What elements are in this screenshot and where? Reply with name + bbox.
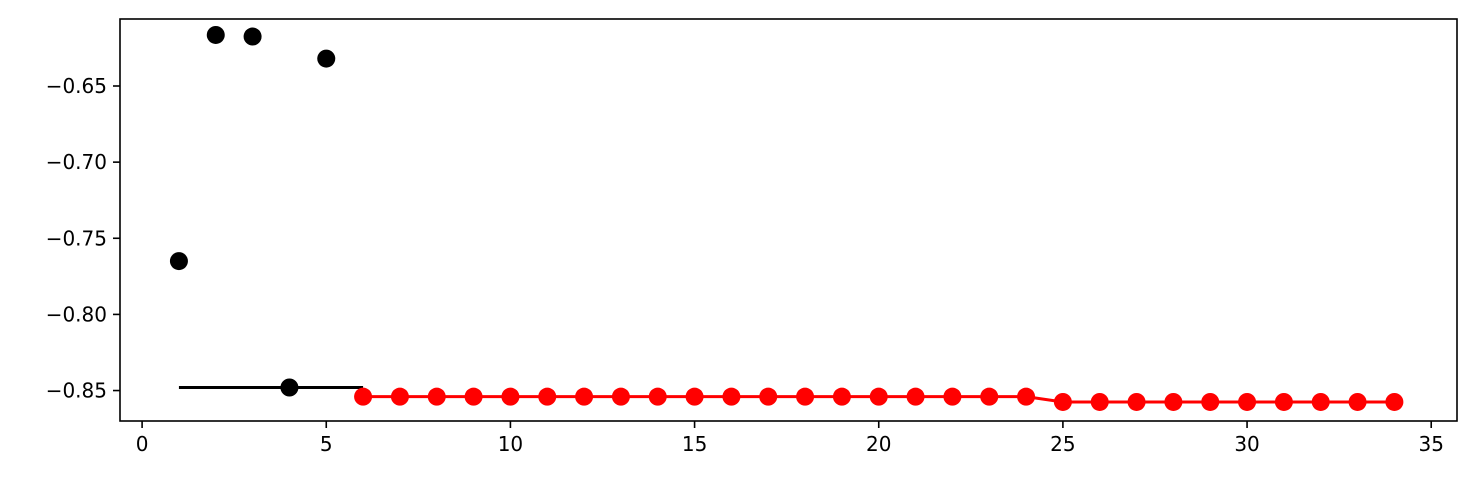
x-tick-label: 20	[866, 432, 891, 456]
y-tick-label: −0.75	[46, 226, 107, 250]
data-point	[980, 387, 999, 406]
plot-area	[120, 19, 1457, 421]
series-layer	[169, 25, 1404, 411]
y-tick-label: −0.70	[46, 150, 107, 174]
data-point	[206, 25, 225, 44]
data-point	[1238, 392, 1257, 411]
plot-frame	[119, 18, 1458, 422]
data-point	[501, 387, 520, 406]
x-tick-label: 30	[1234, 432, 1259, 456]
data-point	[1090, 392, 1109, 411]
data-point	[1053, 392, 1072, 411]
x-tick-label: 25	[1050, 432, 1075, 456]
data-point	[685, 387, 704, 406]
y-tick-label: −0.85	[46, 379, 107, 403]
series-2	[354, 387, 1404, 411]
data-point	[1311, 392, 1330, 411]
axis-layer: 0 5 10 15 20 25 30 35 −0.65 −0.70 −0.75 −0.80 −0.85	[46, 74, 1444, 456]
data-point	[1348, 392, 1367, 411]
data-point	[575, 387, 594, 406]
data-point	[169, 252, 188, 271]
y-tick-label: −0.80	[46, 302, 107, 326]
data-point	[538, 387, 557, 406]
data-point	[1164, 392, 1183, 411]
data-point	[427, 387, 446, 406]
data-point	[648, 387, 667, 406]
data-point	[796, 387, 815, 406]
data-point	[1201, 392, 1220, 411]
data-point	[1274, 392, 1293, 411]
data-point	[1385, 392, 1404, 411]
x-tick-label: 15	[682, 432, 707, 456]
x-tick-label: 10	[498, 432, 523, 456]
x-tick-label: 5	[320, 432, 333, 456]
data-point	[317, 49, 336, 68]
data-point	[906, 387, 925, 406]
data-point	[243, 27, 262, 46]
x-tick-label: 0	[136, 432, 149, 456]
data-point	[943, 387, 962, 406]
data-point	[832, 387, 851, 406]
data-point	[869, 387, 888, 406]
data-point	[390, 387, 409, 406]
data-point	[611, 387, 630, 406]
data-point	[1017, 387, 1036, 406]
data-point	[759, 387, 778, 406]
y-tick-label: −0.65	[46, 74, 107, 98]
data-point	[354, 387, 373, 406]
x-tick-label: 35	[1418, 432, 1443, 456]
data-point	[464, 387, 483, 406]
data-point	[1127, 392, 1146, 411]
data-point	[722, 387, 741, 406]
